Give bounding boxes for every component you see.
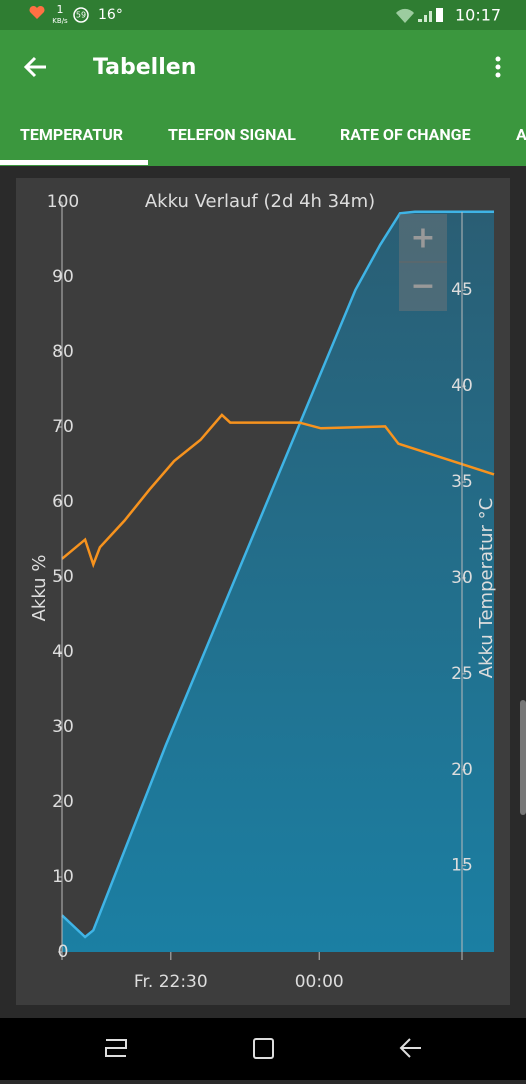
tab-indicator — [0, 160, 148, 165]
y2-tick-label: 35 — [451, 472, 473, 492]
net-speed: 1 — [57, 3, 64, 16]
nav-icons — [105, 1038, 421, 1059]
tab-bar: TEMPERATUR TELEFON SIGNAL RATE OF CHANGE… — [0, 105, 526, 166]
menu-button[interactable] — [495, 56, 501, 78]
back-nav-button[interactable] — [399, 1038, 421, 1058]
y2-tick-label: 30 — [451, 568, 473, 588]
y-tick-label: 100 — [47, 192, 79, 212]
y2-tick-label: 40 — [451, 376, 473, 396]
y-tick-label: 10 — [52, 867, 74, 887]
x-tick-label: Fr. 22:30 — [134, 972, 208, 992]
clock: 10:17 — [455, 6, 501, 25]
app-title: Tabellen — [93, 55, 196, 80]
y2-axis-label: Akku Temperatur °C — [476, 498, 497, 678]
y-tick-label: 60 — [52, 492, 74, 512]
chart-title: Akku Verlauf (2d 4h 34m) — [145, 191, 375, 212]
app-bar-icons: Tabellen — [23, 55, 501, 80]
y-tick-label: 0 — [58, 942, 69, 962]
tab[interactable]: TEMPERATUR — [20, 125, 123, 144]
status-icons: 1 KB/s 59 16° 10:17 — [29, 3, 501, 25]
line — [61, 413, 495, 569]
zoom-out-button[interactable]: − — [410, 269, 435, 304]
home-button[interactable] — [253, 1038, 274, 1059]
tab[interactable]: RATE OF CHANGE — [340, 125, 471, 144]
back-button[interactable] — [23, 56, 46, 78]
y2-tick-label: 45 — [451, 280, 473, 300]
y-tick-label: 90 — [52, 267, 74, 287]
wifi-icon — [396, 8, 414, 23]
nav-bar — [0, 1018, 526, 1080]
line — [61, 210, 494, 939]
heart-icon — [29, 5, 45, 19]
area — [62, 211, 494, 953]
battery-icon — [436, 8, 443, 22]
scrollbar — [520, 700, 526, 815]
status-bar: 1 KB/s 59 16° 10:17 — [0, 0, 526, 30]
y-tick-label: 70 — [52, 417, 74, 437]
weather: 16° — [98, 7, 123, 23]
y-tick-label: 50 — [52, 567, 74, 587]
y2-tick-label: 15 — [451, 856, 473, 876]
net-unit: KB/s — [52, 17, 68, 25]
recent-button[interactable] — [105, 1039, 127, 1057]
zoom-in-button[interactable]: + — [410, 221, 435, 256]
y2-tick-label: 25 — [451, 664, 473, 684]
tab[interactable]: TELEFON SIGNAL — [168, 125, 296, 144]
signal-icon — [418, 11, 432, 22]
x-tick-label: 00:00 — [295, 972, 344, 992]
tab[interactable]: A — [516, 125, 526, 144]
y-tick-label: 80 — [52, 342, 74, 362]
app-bar: Tabellen — [0, 30, 526, 105]
chart: 0 10 20 30 40 50 60 70 80 90 100 15 20 25 30 35 40 45 Fr. … — [29, 191, 526, 992]
y-axis-label: Akku % — [29, 555, 50, 622]
y-tick-label: 30 — [52, 717, 74, 737]
y2-tick-label: 20 — [451, 760, 473, 780]
y-tick-label: 40 — [52, 642, 74, 662]
badge-icon — [73, 7, 89, 23]
y-tick-label: 20 — [52, 792, 74, 812]
badge: 59 — [76, 11, 86, 20]
